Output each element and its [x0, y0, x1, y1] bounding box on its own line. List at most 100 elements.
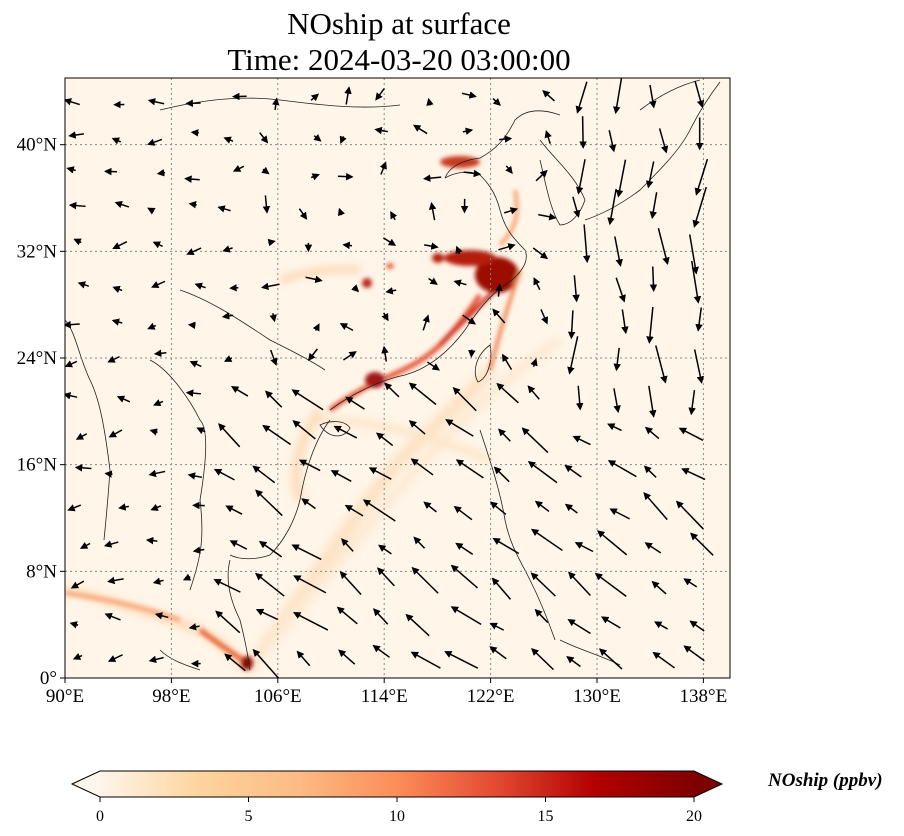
wind-arrow [107, 355, 120, 363]
wind-arrow [255, 572, 285, 597]
wind-arrow [310, 173, 320, 181]
wind-arrow [313, 133, 322, 142]
wind-arrow [574, 542, 594, 553]
wind-arrow [147, 138, 163, 146]
wind-arrow [533, 277, 541, 291]
wind-arrow [372, 644, 390, 658]
wind-arrow [381, 312, 389, 322]
wind-arrow [301, 498, 316, 510]
wind-arrow [65, 98, 80, 106]
wind-arrow [405, 613, 430, 637]
wind-arrow [462, 127, 474, 135]
wind-arrow [261, 166, 270, 175]
wind-arrow [148, 655, 164, 664]
wind-arrow [683, 645, 705, 662]
colorbar-ticks: 0 5 10 15 20 [96, 797, 702, 825]
wind-arrow [694, 80, 705, 109]
lon-tick-label: 90°E [46, 686, 84, 707]
wind-arrow [342, 351, 357, 361]
wind-arrow [468, 349, 476, 358]
wind-arrow [150, 503, 162, 511]
wind-arrow [344, 86, 352, 105]
wind-arrow [215, 610, 241, 634]
wind-arrow [338, 649, 356, 665]
wind-arrow [575, 385, 584, 411]
wind-arrow [423, 501, 437, 513]
figure-time: Time: 2024-03-20 03:00:00 [227, 42, 571, 77]
wind-arrow [68, 201, 86, 210]
wind-arrow [496, 382, 519, 404]
wind-arrow [689, 620, 705, 632]
wind-arrow [607, 423, 622, 432]
wind-arrow [692, 186, 707, 228]
wind-arrow [217, 205, 231, 213]
wind-arrow [614, 236, 623, 267]
latitude-ticks: 0° 8°N 16°N 24°N 32°N 40°N [17, 135, 65, 689]
wind-arrow [293, 575, 327, 594]
wind-arrow [645, 161, 655, 189]
wind-arrow [450, 564, 479, 589]
wind-arrow [333, 425, 358, 439]
wind-arrow [489, 501, 507, 516]
wind-arrow [410, 651, 441, 669]
wind-arrow [607, 460, 637, 478]
wind-arrow [657, 228, 670, 266]
wind-arrow [503, 207, 519, 215]
wind-arrow [377, 567, 395, 587]
wind-arrow [381, 345, 389, 362]
wind-arrow [152, 241, 163, 249]
map-frame [64, 77, 731, 679]
wind-arrow [564, 464, 582, 478]
wind-arrow [532, 247, 549, 260]
wind-arrow [269, 313, 277, 323]
wind-arrow [613, 347, 621, 372]
colorbar-label: NOship (ppbv) [768, 770, 883, 791]
concentration-field [65, 156, 563, 673]
wind-arrow [152, 577, 164, 585]
wind-arrow [455, 459, 484, 479]
wind-arrow [646, 306, 654, 344]
wind-arrow [540, 309, 549, 325]
wind-arrow [182, 573, 192, 581]
wind-arrow [153, 349, 167, 357]
wind-arrow [107, 576, 124, 585]
wind-arrow [307, 348, 318, 362]
wind-arrow [339, 323, 354, 332]
wind-arrow [336, 606, 358, 625]
wind-arrow [252, 465, 276, 484]
wind-arrow [444, 651, 479, 669]
wind-arrow [255, 608, 278, 621]
wind-arrow [188, 623, 200, 631]
wind-arrow [643, 465, 657, 478]
wind-arrow [291, 389, 324, 411]
lat-tick-label: 0° [40, 668, 57, 689]
wind-arrow [213, 579, 241, 593]
wind-arrow [658, 128, 669, 154]
wind-arrow [368, 467, 392, 480]
wind-arrow [648, 385, 657, 418]
wind-arrow [649, 192, 658, 220]
colorbar-min-extension [72, 771, 100, 797]
wind-arrow [567, 310, 576, 340]
colorbar-tick-label: 20 [686, 808, 702, 825]
wind-arrow [265, 390, 283, 408]
wind-arrow [267, 238, 276, 247]
wind-arrow [339, 571, 362, 596]
wind-arrow [262, 195, 271, 214]
longitude-ticks: 90°E 98°E 106°E 114°E 122°E 130°E 138°E [46, 678, 727, 707]
wind-arrow [505, 165, 513, 174]
wind-arrow [596, 530, 628, 556]
wind-arrow [189, 360, 202, 368]
wind-arrow [262, 424, 292, 446]
wind-arrow [259, 132, 269, 144]
wind-arrow [151, 280, 166, 288]
wind-arrow [534, 500, 550, 513]
wind-arrow [688, 389, 696, 416]
colorbar-tick-label: 10 [389, 808, 405, 825]
wind-arrow [453, 505, 473, 521]
wind-arrow [379, 161, 387, 175]
wind-arrow [372, 608, 389, 625]
wind-arrow [337, 172, 354, 181]
wind-arrow [579, 116, 587, 149]
wind-arrow [65, 320, 80, 329]
